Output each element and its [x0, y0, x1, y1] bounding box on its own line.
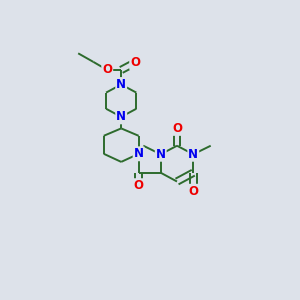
Text: N: N	[188, 148, 198, 161]
Text: N: N	[156, 148, 166, 161]
Text: N: N	[116, 78, 126, 91]
Text: N: N	[116, 110, 126, 123]
Text: O: O	[130, 56, 140, 69]
Text: O: O	[102, 64, 112, 76]
Text: O: O	[134, 179, 144, 192]
Text: O: O	[188, 185, 198, 198]
Text: N: N	[134, 147, 144, 160]
Text: O: O	[172, 122, 182, 135]
